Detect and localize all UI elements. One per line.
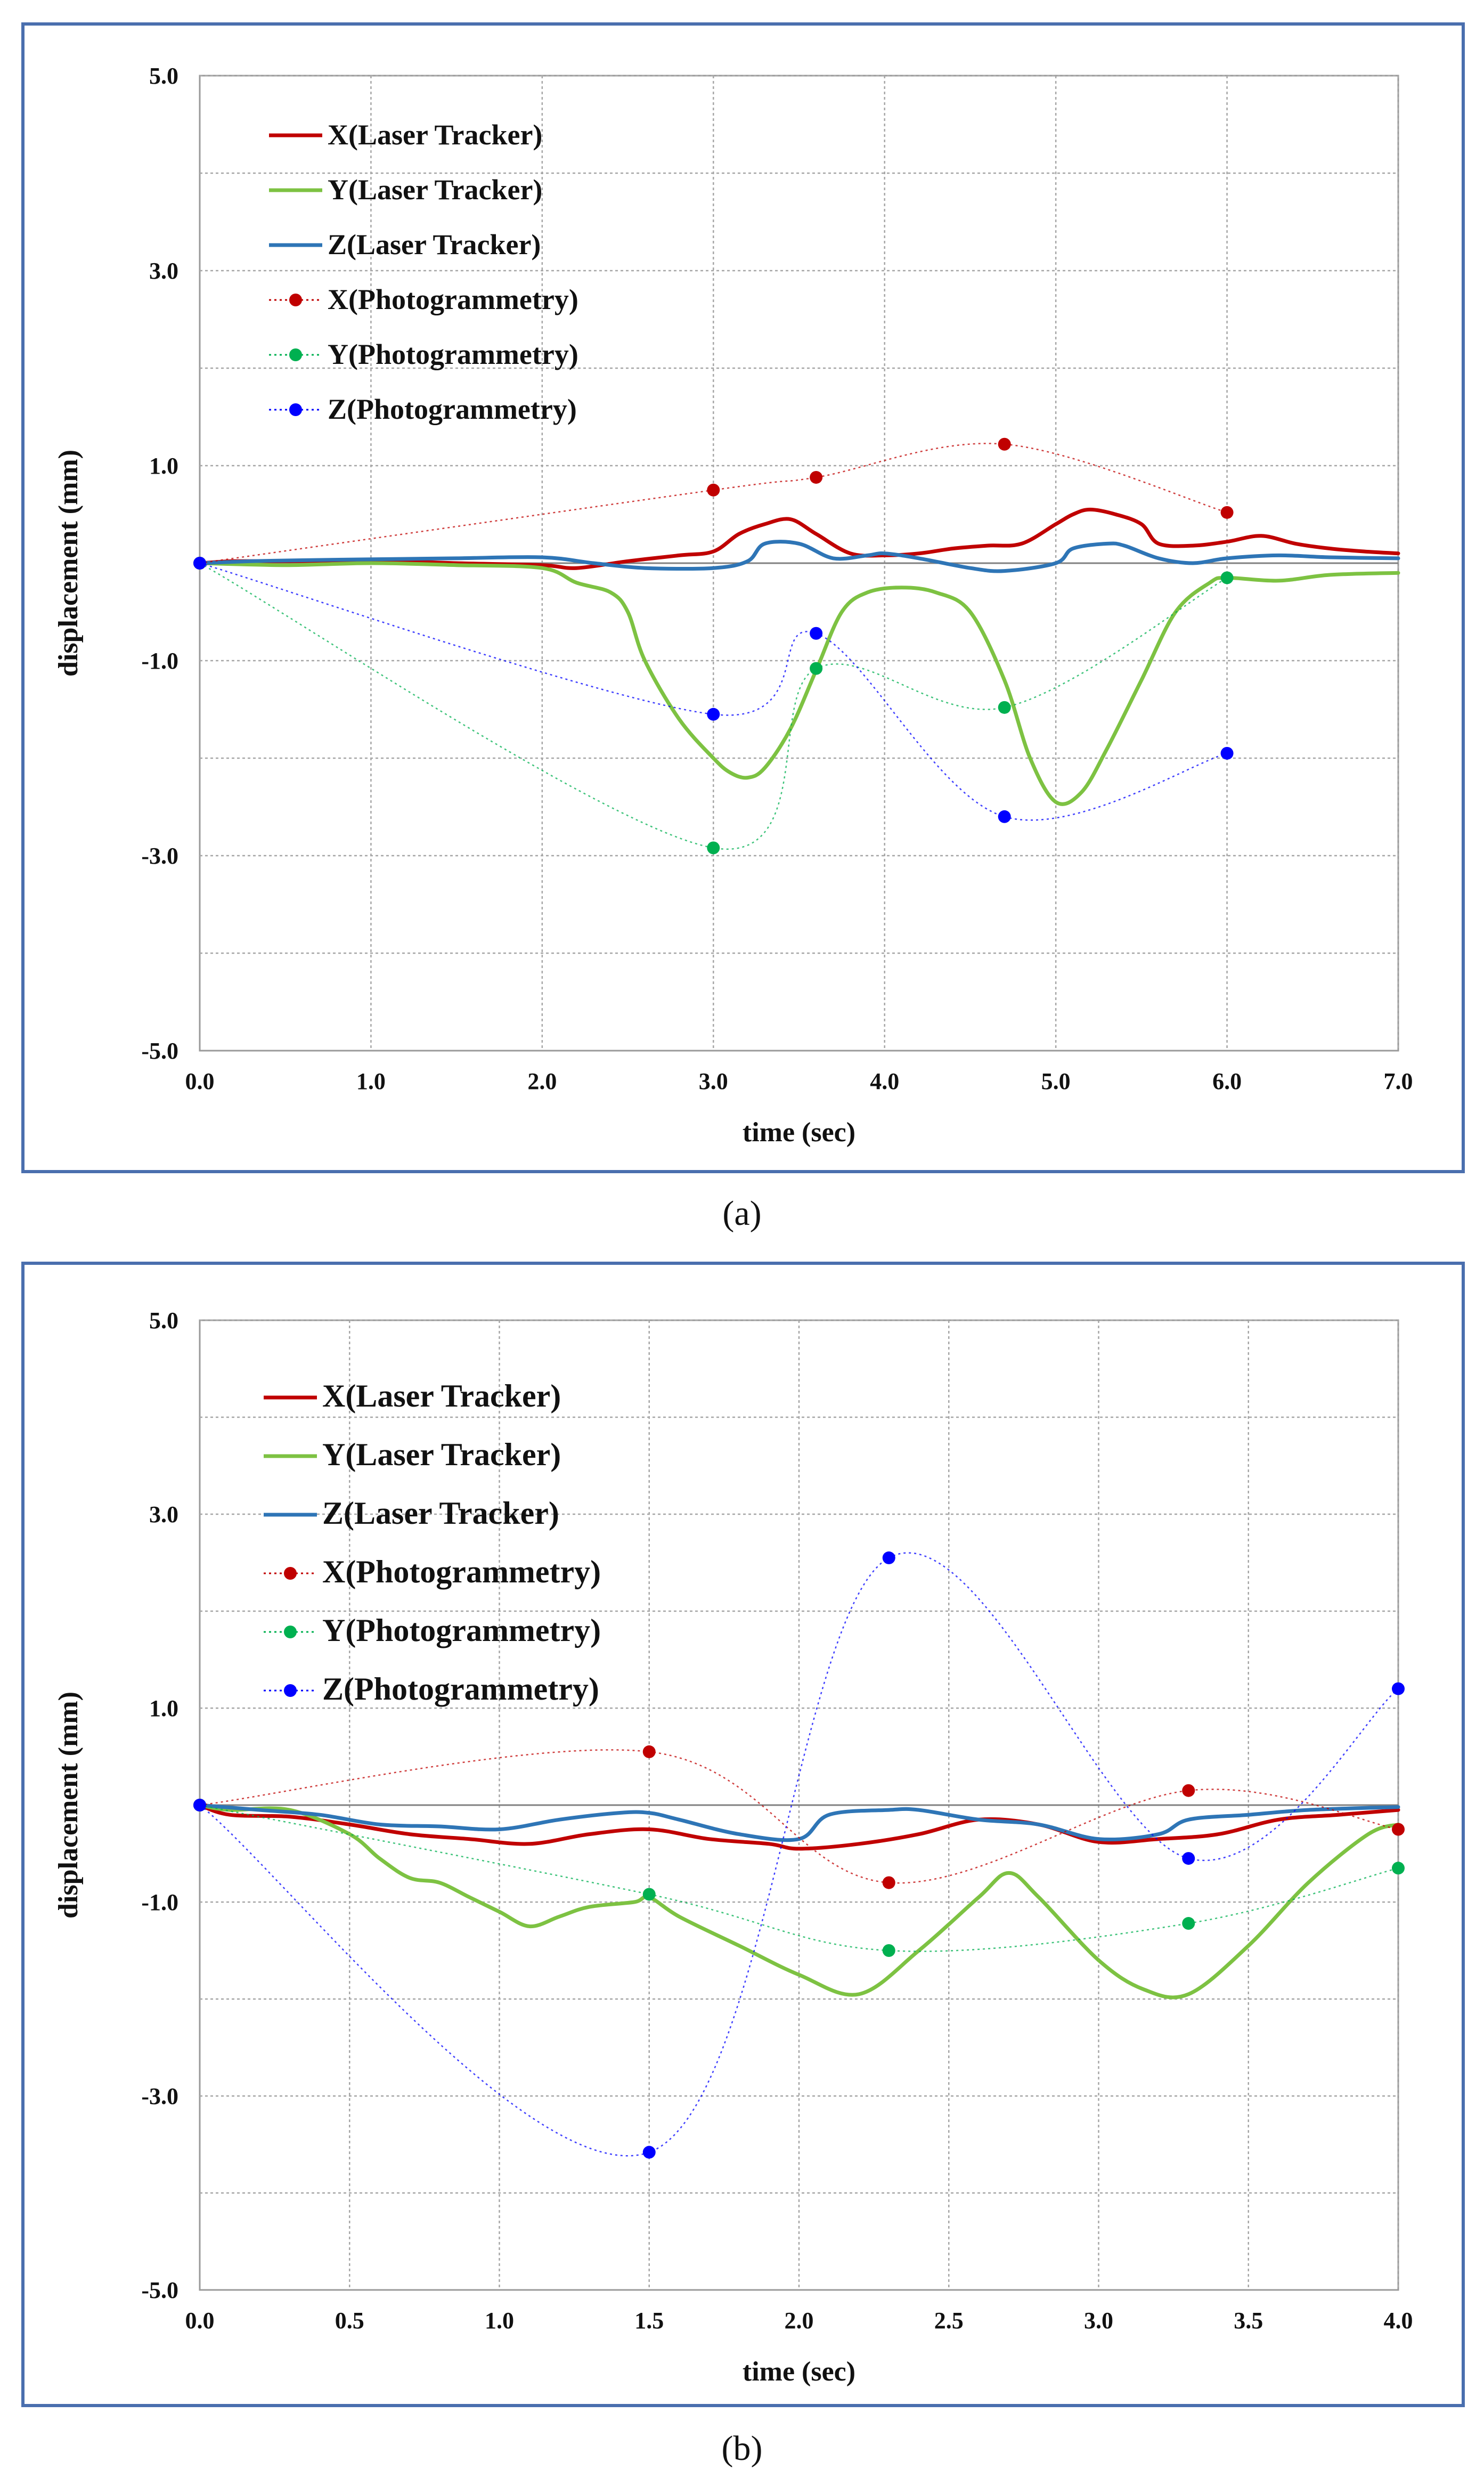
data-point-z-photogrammetry-b [193,1799,206,1811]
y-tick-label-a: 5.0 [149,63,178,89]
series-line-z-laser-tracker-b [198,1803,1400,1842]
series-line-y-photogrammetry-b [199,1804,1399,1952]
x-tick-label-b: 0.5 [335,2308,364,2334]
legend-label-z-laser-tracker-b: Z(Laser Tracker) [322,1496,559,1531]
y-axis-title-b: displacement (mm) [53,1692,84,1919]
x-axis-title-b: time (sec) [743,2357,855,2387]
x-tick-label-b: 1.5 [634,2308,664,2334]
data-point-y-photogrammetry-b [1182,1917,1195,1930]
legend-marker-x-photogrammetry-b [284,1567,297,1580]
data-point-y-photogrammetry-b [642,1888,656,1901]
legend-label-x-photogrammetry-b: X(Photogrammetry) [322,1554,601,1589]
y-tick-label-b: -1.0 [141,1889,178,1915]
data-point-z-photogrammetry-b [882,1551,895,1564]
series-line-y-laser-tracker-b [198,1803,1400,2000]
x-tick-label-a: 2.0 [527,1068,557,1094]
data-point-y-photogrammetry-a [998,701,1011,714]
legend-label-x-laser-tracker-a: X(Laser Tracker) [328,119,542,151]
series-line-x-photogrammetry-a [199,443,1227,564]
legend-label-y-photogrammetry-a: Y(Photogrammetry) [328,338,578,370]
data-point-y-photogrammetry-b [1392,1862,1405,1875]
data-point-z-photogrammetry-b [1392,1682,1405,1695]
x-tick-label-b: 4.0 [1384,2308,1413,2334]
data-point-y-photogrammetry-a [707,841,720,855]
chart-a: 0.0 1.0 2.0 3.0 4.0 5.0 6.0 7.0 5.0 3.0 1.0 -1.0 -3.… [53,63,1413,1148]
data-point-x-photogrammetry-a [707,483,720,497]
legend-marker-y-photogrammetry-a [289,348,302,361]
data-point-x-photogrammetry-a [998,437,1011,451]
y-tick-label-b: 1.0 [149,1695,178,1721]
data-point-y-photogrammetry-a [1220,571,1234,584]
data-point-z-photogrammetry-a [193,557,206,570]
x-tick-label-a: 4.0 [870,1068,899,1094]
y-tick-label-b: -5.0 [141,2277,178,2303]
legend-marker-z-photogrammetry-a [289,403,302,416]
y-tick-label-a: 3.0 [149,258,178,284]
x-tick-label-a: 1.0 [356,1068,386,1094]
legend-label-z-laser-tracker-a: Z(Laser Tracker) [328,229,541,261]
series-line-y-laser-tracker-a [198,561,1400,806]
legend-label-x-laser-tracker-b: X(Laser Tracker) [322,1378,561,1413]
series-line-z-photogrammetry-b [199,1552,1399,2157]
caption-b: (b) [0,2428,1484,2469]
caption-b-text: (b) [721,2429,763,2468]
data-point-z-photogrammetry-a [1220,746,1234,760]
series-line-x-laser-tracker-b [198,1803,1400,1851]
legend-label-z-photogrammetry-b: Z(Photogrammetry) [322,1671,599,1707]
data-point-z-photogrammetry-a [810,627,823,640]
data-point-z-photogrammetry-a [707,708,720,721]
data-point-y-photogrammetry-a [810,662,823,675]
data-point-z-photogrammetry-b [1182,1852,1195,1865]
data-point-x-photogrammetry-a [1220,506,1234,519]
data-point-x-photogrammetry-b [1182,1784,1195,1797]
x-tick-label-b: 2.5 [934,2308,964,2334]
data-point-x-photogrammetry-b [882,1876,895,1889]
caption-a: (a) [0,1193,1484,1234]
x-tick-label-b: 2.0 [785,2308,814,2334]
y-axis-title-a: displacement (mm) [53,450,84,677]
data-point-z-photogrammetry-a [998,810,1011,823]
y-tick-label-b: 5.0 [149,1307,178,1334]
x-tick-label-b: 3.5 [1234,2308,1263,2334]
x-axis-title-a: time (sec) [743,1117,855,1148]
series-line-x-photogrammetry-b [199,1749,1399,1884]
series-line-y-photogrammetry-a [199,562,1228,850]
y-tick-label-b: 3.0 [149,1501,178,1528]
y-tick-label-b: -3.0 [141,2083,178,2109]
x-tick-label-a: 3.0 [699,1068,728,1094]
legend-label-y-photogrammetry-b: Y(Photogrammetry) [322,1613,601,1648]
legend-label-x-photogrammetry-a: X(Photogrammetry) [328,283,578,315]
legend-marker-x-photogrammetry-a [289,294,302,306]
y-tick-label-a: -5.0 [141,1038,178,1064]
x-tick-label-b: 3.0 [1084,2308,1113,2334]
data-point-x-photogrammetry-b [1392,1823,1405,1836]
x-tick-label-a: 0.0 [185,1068,215,1094]
x-tick-label-b: 0.0 [185,2308,215,2334]
x-tick-label-b: 1.0 [485,2308,514,2334]
legend-marker-y-photogrammetry-b [284,1626,297,1638]
data-point-y-photogrammetry-b [882,1944,895,1957]
legend-label-z-photogrammetry-a: Z(Photogrammetry) [328,393,577,425]
x-tick-label-a: 7.0 [1384,1068,1413,1094]
x-tick-label-a: 5.0 [1041,1068,1071,1094]
y-tick-label-a: 1.0 [149,453,178,479]
caption-a-text: (a) [722,1194,762,1233]
series-line-z-laser-tracker-a [198,540,1400,573]
y-tick-label-a: -3.0 [141,843,178,869]
y-tick-label-a: -1.0 [141,648,178,674]
x-tick-label-a: 6.0 [1212,1068,1242,1094]
chart-b: 0.0 0.5 1.0 1.5 2.0 2.5 3.0 3.5 4.0 5.0 3.0 1.0 -1.0… [53,1307,1413,2387]
data-point-z-photogrammetry-b [642,2146,656,2159]
legend-marker-z-photogrammetry-b [284,1684,297,1697]
data-point-x-photogrammetry-a [810,470,823,484]
legend-label-y-laser-tracker-a: Y(Laser Tracker) [328,174,542,206]
data-point-x-photogrammetry-b [642,1745,656,1758]
legend-label-y-laser-tracker-b: Y(Laser Tracker) [322,1437,561,1472]
